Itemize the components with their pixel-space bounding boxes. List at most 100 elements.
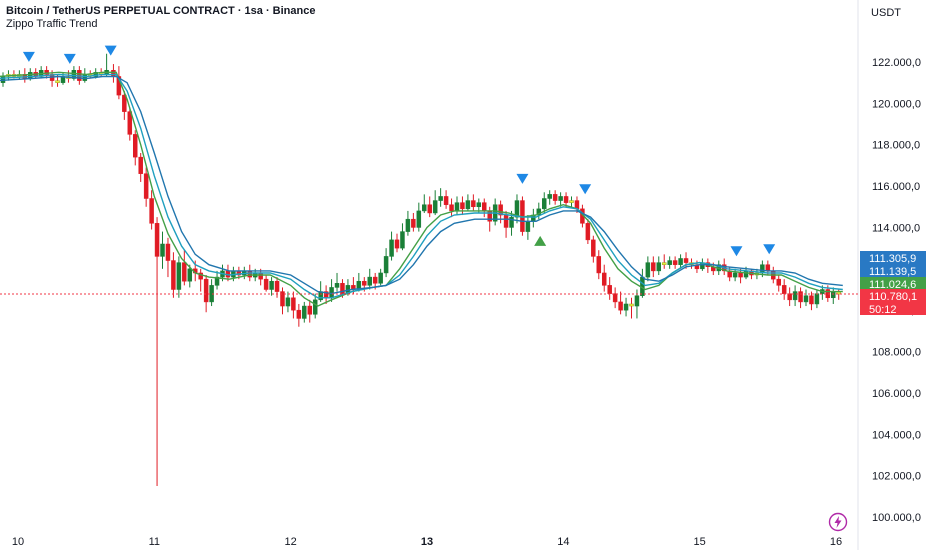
price-tags: 111.305,9111.139,5111.024,6110.780,150:1… <box>860 251 926 316</box>
candle-body <box>454 202 460 212</box>
candle <box>302 301 307 323</box>
price-tag-bg <box>860 251 926 264</box>
candle-body <box>138 156 143 174</box>
candle-body <box>247 270 253 278</box>
candle-body <box>536 208 542 216</box>
candle <box>683 252 689 269</box>
candle <box>814 289 820 309</box>
slow-trend-line <box>0 75 843 295</box>
candle-body <box>389 239 394 257</box>
x-tick-label: 16 <box>830 536 842 548</box>
candle <box>667 256 672 269</box>
buy-signal-icon <box>534 235 547 246</box>
price-tag-bg <box>860 302 926 315</box>
indicator-name[interactable]: Zippo Traffic Trend <box>6 18 98 30</box>
candle <box>214 270 220 290</box>
candle <box>656 256 662 276</box>
candle-body <box>82 74 88 81</box>
price-tag: 50:12 <box>860 302 926 316</box>
candle-body <box>803 295 809 303</box>
candle-body <box>111 70 116 77</box>
candle-body <box>629 303 634 307</box>
candle <box>831 287 836 304</box>
candle <box>541 192 547 213</box>
candle-body <box>312 299 318 315</box>
candle <box>149 190 154 230</box>
candle-body <box>28 72 33 79</box>
candle <box>601 264 607 292</box>
candle <box>209 279 214 307</box>
candle <box>661 254 667 269</box>
y-tick-label: 114.000,0 <box>872 222 920 234</box>
candle-body <box>422 204 427 212</box>
price-tag-label: 50:12 <box>869 304 897 316</box>
candle-body <box>509 216 514 228</box>
candle-body <box>378 272 383 284</box>
candle-body <box>809 295 814 305</box>
candle <box>274 277 280 298</box>
candle-body <box>465 200 471 210</box>
candle-body <box>525 221 531 232</box>
candle-body <box>154 223 160 257</box>
time-axis[interactable]: 10 11 12 13 14 15 16 <box>12 536 842 548</box>
candle <box>138 153 143 182</box>
candle <box>132 130 138 166</box>
candle-body <box>362 280 367 286</box>
candle-body <box>274 280 280 292</box>
candle-body <box>432 200 438 214</box>
candle <box>803 289 809 307</box>
x-tick-label: 10 <box>12 536 24 548</box>
candle-body <box>203 278 209 303</box>
candle-body <box>329 287 334 299</box>
candle <box>291 291 296 319</box>
candle-body <box>514 200 520 218</box>
candle <box>367 268 372 290</box>
candle <box>416 202 422 232</box>
candle <box>596 250 602 280</box>
candle-body <box>149 198 154 224</box>
candle-body <box>263 278 269 290</box>
candle-body <box>498 204 503 216</box>
price-tag-label: 110.780,1 <box>869 291 917 303</box>
candle <box>525 215 531 240</box>
candle <box>307 299 313 323</box>
candle-body <box>334 283 340 288</box>
candle-body <box>416 210 422 228</box>
candle <box>400 223 405 251</box>
candle <box>394 233 400 253</box>
candle <box>607 277 612 300</box>
candle <box>552 190 558 205</box>
mid-trend-line <box>0 73 843 299</box>
price-tag: 111.305,9 <box>860 251 926 265</box>
candle <box>383 248 389 278</box>
candle-body <box>160 243 165 257</box>
candle <box>645 256 651 282</box>
candle-body <box>814 293 820 305</box>
candle-body <box>612 293 618 303</box>
candle-body <box>623 303 629 311</box>
candle-body <box>122 94 127 112</box>
sell-signal-icon <box>22 51 35 62</box>
candle-body <box>411 218 416 228</box>
candle <box>154 217 160 486</box>
candle <box>389 231 394 261</box>
candle-body <box>176 262 182 290</box>
candle <box>160 231 165 269</box>
candle <box>187 264 193 288</box>
y-tick-label: 118.000,0 <box>872 140 920 152</box>
candle <box>312 293 318 319</box>
candle-body <box>798 291 803 303</box>
lightning-icon[interactable] <box>828 512 848 532</box>
candle <box>127 107 133 141</box>
y-tick-label: 106.000,0 <box>872 388 921 400</box>
price-tag-label: 111.305,9 <box>869 253 916 265</box>
candle-body <box>765 264 771 272</box>
candle <box>651 256 656 278</box>
candle <box>104 53 109 77</box>
candle <box>547 190 552 205</box>
candle <box>285 291 291 313</box>
candle <box>482 198 487 218</box>
candle-body <box>460 202 465 210</box>
candle-body <box>596 256 602 274</box>
